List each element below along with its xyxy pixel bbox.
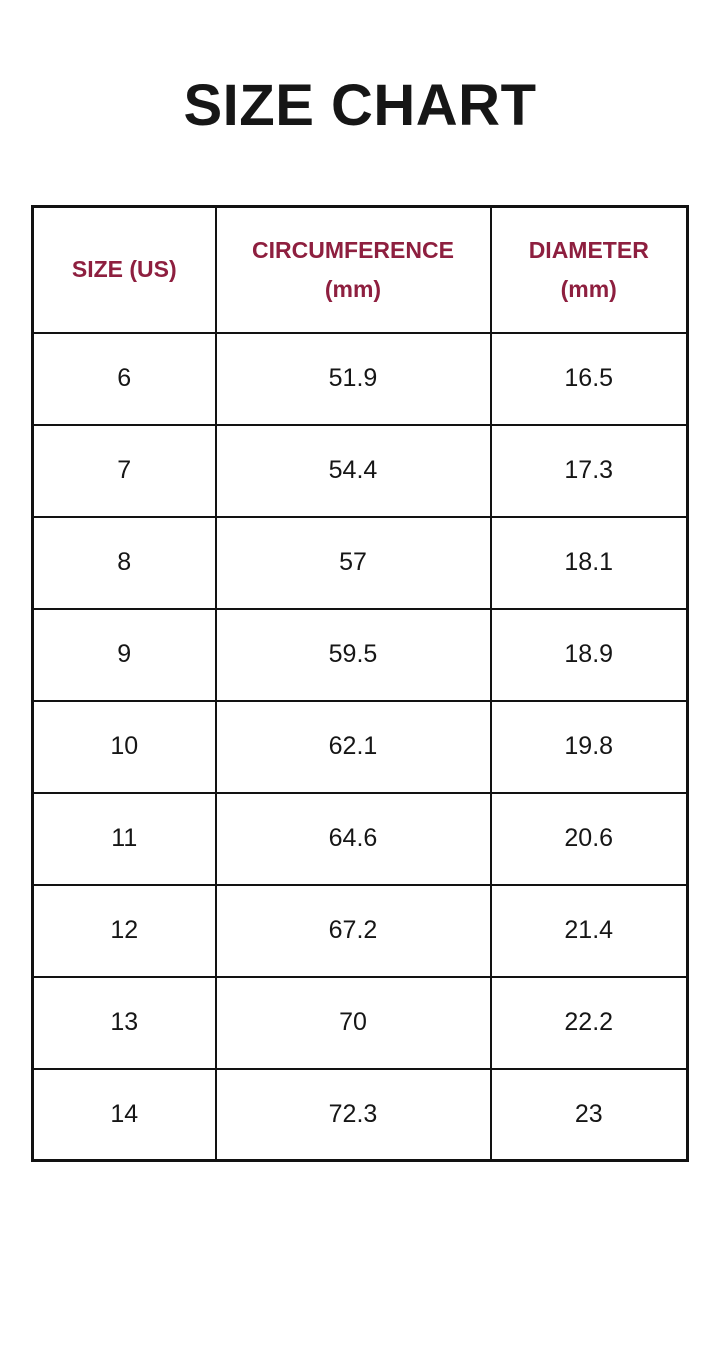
cell-circumference: 51.9 [214, 331, 492, 426]
cell-circumference: 57 [214, 515, 492, 610]
cell-size: 7 [31, 423, 217, 518]
cell-diameter: 22.2 [489, 975, 689, 1070]
column-header-size-us: SIZE (US) [31, 205, 217, 334]
cell-size: 13 [31, 975, 217, 1070]
cell-diameter: 18.1 [489, 515, 689, 610]
cell-size: 6 [31, 331, 217, 426]
cell-size: 11 [31, 791, 217, 886]
table-row: 6 51.9 16.5 [31, 331, 689, 426]
column-header-diameter-label: DIAMETER [528, 236, 649, 263]
column-header-circumference-label: CIRCUMFERENCE [252, 236, 454, 263]
cell-circumference: 59.5 [214, 607, 492, 702]
table-header-row: SIZE (US) CIRCUMFERENCE (mm) DIAMETER (m… [31, 205, 689, 334]
table-row: 10 62.1 19.8 [31, 699, 689, 794]
size-chart-page: SIZE CHART SIZE (US) CIRCUMFERENCE (mm) … [0, 72, 720, 1162]
column-header-size-us-label: SIZE (US) [71, 256, 177, 283]
cell-diameter: 20.6 [489, 791, 689, 886]
table-row: 8 57 18.1 [31, 515, 689, 610]
cell-size: 8 [31, 515, 217, 610]
cell-size: 14 [31, 1067, 217, 1162]
cell-size: 12 [31, 883, 217, 978]
cell-diameter: 21.4 [489, 883, 689, 978]
column-header-diameter: DIAMETER (mm) [489, 205, 689, 334]
table-row: 7 54.4 17.3 [31, 423, 689, 518]
cell-diameter: 18.9 [489, 607, 689, 702]
cell-diameter: 16.5 [489, 331, 689, 426]
column-header-diameter-unit: (mm) [560, 275, 617, 302]
cell-diameter: 19.8 [489, 699, 689, 794]
table-row: 9 59.5 18.9 [31, 607, 689, 702]
table-row: 14 72.3 23 [31, 1067, 689, 1162]
cell-circumference: 54.4 [214, 423, 492, 518]
size-chart-table: SIZE (US) CIRCUMFERENCE (mm) DIAMETER (m… [31, 205, 689, 1162]
cell-circumference: 72.3 [214, 1067, 492, 1162]
cell-diameter: 23 [489, 1067, 689, 1162]
column-header-circumference: CIRCUMFERENCE (mm) [214, 205, 492, 334]
table-row: 12 67.2 21.4 [31, 883, 689, 978]
cell-circumference: 67.2 [214, 883, 492, 978]
column-header-circumference-unit: (mm) [324, 275, 382, 302]
table-row: 11 64.6 20.6 [31, 791, 689, 886]
cell-size: 10 [31, 699, 217, 794]
cell-diameter: 17.3 [489, 423, 689, 518]
cell-size: 9 [31, 607, 217, 702]
table-row: 13 70 22.2 [31, 975, 689, 1070]
cell-circumference: 70 [214, 975, 492, 1070]
page-title: SIZE CHART [183, 73, 537, 138]
cell-circumference: 64.6 [214, 791, 492, 886]
cell-circumference: 62.1 [214, 699, 492, 794]
